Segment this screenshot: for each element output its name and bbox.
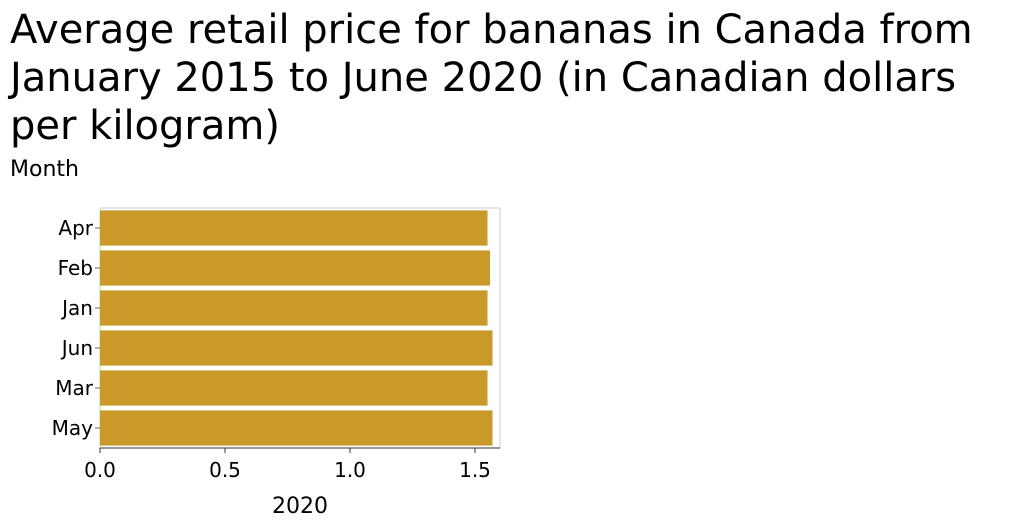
bar-jan [100,290,488,326]
x-tick-label-0.5: 0.5 [209,458,241,482]
bar-may [100,410,493,446]
bar-mar [100,370,488,406]
x-axis-label: 2020 [272,494,328,519]
x-tick-label-1.5: 1.5 [459,458,491,482]
y-axis-label: Month [10,157,79,182]
chart-title: Average retail price for bananas in Cana… [10,7,973,149]
bar-feb [100,250,490,286]
y-tick-label-apr: Apr [58,216,93,240]
x-tick-label-0.0: 0.0 [84,458,116,482]
y-tick-label-jan: Jan [60,296,93,320]
y-tick-label-jun: Jun [60,336,93,360]
bar-apr [100,210,488,246]
bar-jun [100,330,493,366]
y-tick-label-feb: Feb [58,256,93,280]
y-tick-label-may: May [52,416,94,440]
x-tick-label-1.0: 1.0 [334,458,366,482]
y-tick-label-mar: Mar [55,376,94,400]
